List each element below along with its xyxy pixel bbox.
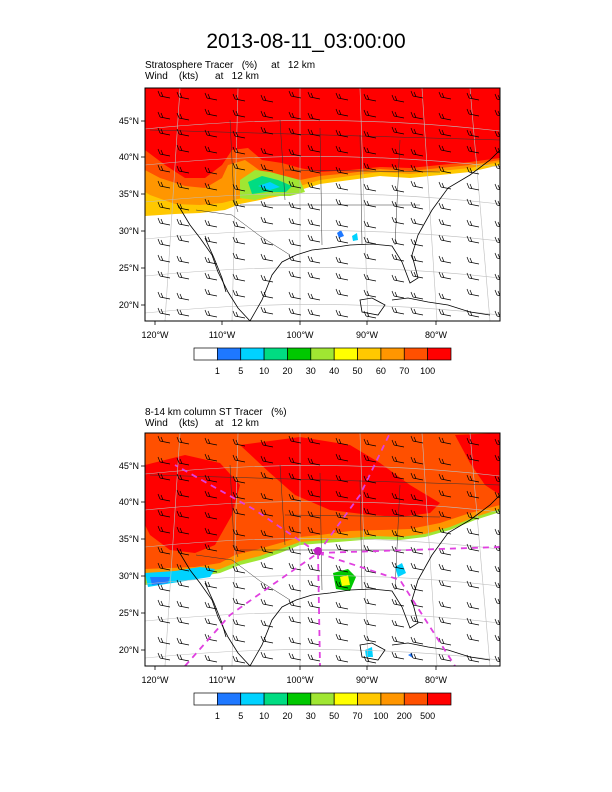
colorbar-label: 70 [353, 711, 363, 721]
panel2-colorbar: 1 5 10 20 30 50 70 100 200 500 [193, 692, 452, 721]
colorbar-label: 1 [215, 711, 220, 721]
tracer-contour-10b [395, 563, 406, 577]
tracer-contour-200b [240, 437, 440, 517]
colorbar-swatch [403, 692, 428, 706]
tracer-contour-100 [145, 88, 500, 178]
colorbar-label: 10 [259, 711, 269, 721]
colorbar-label: 100 [420, 366, 435, 376]
lon-tick-label: 120°W [141, 330, 169, 340]
lon-tick-label: 110°W [209, 330, 236, 340]
colorbar-label: 5 [238, 711, 243, 721]
panel2-field-label: 8-14 km column ST Tracer (%) [145, 407, 287, 418]
tracer-contour-10 [258, 182, 280, 190]
map-frame [144, 432, 501, 667]
tracer-contour-5 [337, 230, 344, 238]
colorbar-label: 50 [329, 711, 339, 721]
colorbar-swatch [310, 692, 335, 706]
colorbar-swatch [427, 692, 452, 706]
panel1-wind-label: Wind (kts) at 12 km [145, 71, 259, 82]
lon-tick-label: 100°W [286, 675, 314, 685]
colorbar-label: 20 [282, 366, 292, 376]
colorbar-label: 20 [282, 711, 292, 721]
map-frame [144, 87, 501, 322]
colorbar-label: 30 [306, 711, 316, 721]
lat-tick-label: 35°N [119, 189, 139, 199]
lon-tick-label: 90°W [356, 675, 379, 685]
lat-tick-label: 30°N [119, 571, 139, 581]
graticule [145, 88, 500, 321]
trajectory-origin [314, 547, 322, 555]
lat-tick-label: 30°N [119, 226, 139, 236]
colorbar-label: 60 [376, 366, 386, 376]
colorbar-swatch [193, 692, 218, 706]
trajectory-lines [174, 433, 500, 666]
panel1-map: 45°N 40°N 35°N 30°N 25°N 20°N 120°W 110°W 100°W 9… [119, 87, 501, 340]
colorbar-swatch [357, 692, 382, 706]
colorbar-swatch [217, 692, 242, 706]
colorbar-label: 40 [329, 366, 339, 376]
lat-tick-label: 40°N [119, 497, 139, 507]
tracer-contour-10b [352, 233, 358, 241]
lat-tick-label: 25°N [119, 608, 139, 618]
colorbar-swatch [333, 692, 358, 706]
lat-tick-label: 35°N [119, 534, 139, 544]
lat-tick-label: 20°N [119, 300, 139, 310]
colorbar-label: 70 [399, 366, 409, 376]
lat-tick-label: 25°N [119, 263, 139, 273]
panel2-map: 45°N 40°N 35°N 30°N 25°N 20°N 120°W 110°W 100°W 9… [119, 432, 501, 685]
lon-tick-label: 110°W [209, 675, 236, 685]
colorbar-swatch [263, 692, 288, 706]
graticule [145, 433, 500, 666]
lat-tick-label: 45°N [119, 116, 139, 126]
lat-tick-label: 45°N [119, 461, 139, 471]
lat-tick-label: 40°N [119, 152, 139, 162]
colorbar-label: 200 [397, 711, 412, 721]
panel1-colorbar: 1 5 10 20 30 40 50 60 70 100 [193, 347, 452, 376]
wind-barbs [157, 90, 500, 319]
panel1-field-label: Stratosphere Tracer (%) at 12 km [145, 60, 316, 71]
colorbar-label: 500 [420, 711, 435, 721]
tracer-contour-10c [365, 647, 373, 657]
colorbar-swatch [380, 692, 405, 706]
lon-tick-label: 100°W [286, 330, 314, 340]
colorbar-label: 100 [373, 711, 388, 721]
colorbar-label: 10 [259, 366, 269, 376]
lon-tick-label: 80°W [425, 330, 448, 340]
colorbar-swatch [240, 692, 265, 706]
plot-title: 2013-08-11_03:00:00 [206, 30, 406, 53]
lon-tick-label: 80°W [425, 675, 448, 685]
colorbar-label: 50 [353, 366, 363, 376]
state-borders [149, 464, 500, 601]
lat-tick-label: 20°N [119, 645, 139, 655]
colorbar-swatch [427, 347, 452, 361]
lon-tick-label: 90°W [356, 330, 379, 340]
colorbar-label: 1 [215, 366, 220, 376]
tracer-contour-200c [455, 433, 500, 495]
colorbar-label: 30 [306, 366, 316, 376]
lon-tick-label: 120°W [141, 675, 169, 685]
colorbar-swatch [287, 692, 312, 706]
colorbar-label: 5 [238, 366, 243, 376]
panel2-wind-label: Wind (kts) at 12 km [145, 418, 259, 429]
tracer-contour-50 [340, 575, 350, 586]
wind-barbs [157, 435, 500, 664]
